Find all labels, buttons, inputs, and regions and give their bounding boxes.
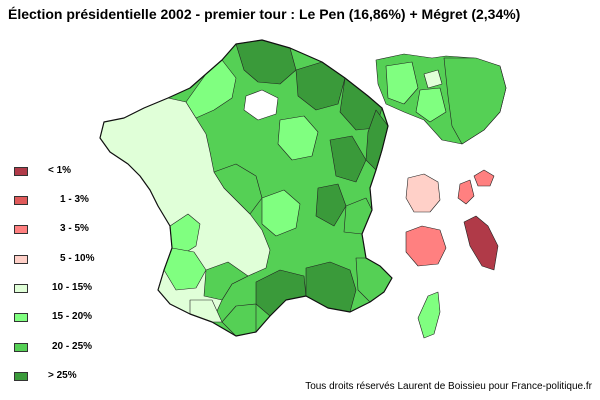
legend-item bbox=[14, 311, 28, 323]
legend-item bbox=[14, 223, 28, 235]
legend-swatch bbox=[14, 371, 28, 381]
region-burgundy bbox=[277, 115, 319, 161]
legend-label: 1 - 3% bbox=[60, 194, 89, 205]
region-franche bbox=[329, 135, 367, 183]
martinique bbox=[457, 179, 475, 205]
region-auvergne bbox=[261, 189, 301, 237]
legend-swatch bbox=[14, 224, 28, 234]
corsica bbox=[417, 291, 441, 339]
legend-item bbox=[14, 194, 28, 206]
credit-text: Tous droits réservés Laurent de Boissieu… bbox=[305, 381, 592, 392]
legend-item bbox=[14, 165, 28, 177]
legend-swatch bbox=[14, 195, 28, 205]
legend-item bbox=[14, 370, 28, 382]
legend-label: 3 - 5% bbox=[60, 223, 89, 234]
legend-swatch bbox=[14, 342, 28, 352]
guyane bbox=[463, 215, 499, 271]
dom-tom-insets bbox=[405, 169, 499, 271]
legend: < 1% 1 - 3% 3 - 5% 5 - 10% 10 - 15% 15 -… bbox=[0, 0, 130, 400]
metropolitan-france bbox=[99, 39, 393, 337]
legend-swatch bbox=[14, 283, 28, 293]
region-midi bbox=[203, 261, 249, 301]
region-paris bbox=[243, 89, 279, 121]
legend-swatch bbox=[14, 254, 28, 264]
legend-swatch bbox=[14, 166, 28, 176]
legend-item bbox=[14, 282, 28, 294]
legend-item bbox=[14, 341, 28, 353]
region-provence bbox=[305, 261, 357, 313]
legend-label: 20 - 25% bbox=[52, 341, 93, 352]
reunion bbox=[405, 225, 447, 267]
guadeloupe bbox=[405, 173, 441, 213]
legend-label: 15 - 20% bbox=[52, 311, 93, 322]
legend-label: > 25% bbox=[48, 370, 77, 381]
legend-item bbox=[14, 253, 28, 265]
ile-de-france-inset bbox=[375, 53, 507, 145]
saint-pierre bbox=[473, 169, 495, 187]
map-title: Élection présidentielle 2002 - premier t… bbox=[8, 6, 521, 22]
region-limousin bbox=[213, 163, 263, 215]
legend-label: < 1% bbox=[48, 165, 72, 176]
legend-label: 5 - 10% bbox=[60, 253, 95, 264]
region-rhone bbox=[315, 183, 347, 227]
legend-swatch bbox=[14, 312, 28, 322]
legend-label: 10 - 15% bbox=[52, 282, 93, 293]
